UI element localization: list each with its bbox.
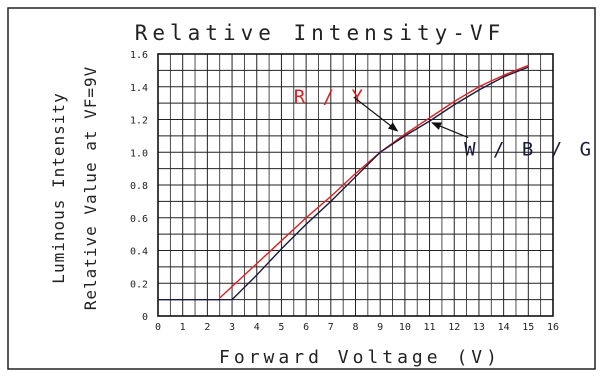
y-tick-label: 0 xyxy=(142,312,148,323)
x-tick-label: 15 xyxy=(522,322,534,333)
tick-labels: 0 1 2 3 4 5 6 7 8 9 10 11 12 13 14 15 1600.20.40.60.81.0… xyxy=(130,50,559,333)
y-tick-label: 0.2 xyxy=(130,279,148,290)
y-tick-label: 1.6 xyxy=(130,50,148,61)
y-tick-label: 1.0 xyxy=(130,148,148,159)
y-tick-label: 0.6 xyxy=(130,214,148,225)
annotation-arrow-w-b-g xyxy=(431,122,469,139)
x-tick-label: 1 xyxy=(180,322,186,333)
chart-title: Relative Intensity-VF xyxy=(135,21,506,45)
x-tick-label: 12 xyxy=(448,322,460,333)
x-tick-label: 5 xyxy=(278,322,284,333)
x-tick-label: 14 xyxy=(498,322,510,333)
series-label-w-b-g: W / B / G xyxy=(464,139,594,161)
annotation-arrow-r-y xyxy=(353,96,399,132)
x-tick-label: 2 xyxy=(204,322,210,333)
outer-border xyxy=(7,7,596,370)
x-tick-label: 6 xyxy=(303,322,309,333)
series-label-r-y: R / Y xyxy=(294,86,366,108)
x-tick-label: 7 xyxy=(328,322,334,333)
x-tick-label: 3 xyxy=(229,322,235,333)
y-tick-label: 1.4 xyxy=(130,83,148,94)
series-line-w-b-g xyxy=(231,66,529,301)
series-lines xyxy=(158,64,529,301)
x-tick-label: 10 xyxy=(399,322,411,333)
x-tick-label: 11 xyxy=(424,322,436,333)
series-line-r-y xyxy=(219,64,529,299)
y-tick-label: 0.4 xyxy=(130,247,148,258)
plot-border xyxy=(157,53,554,317)
x-tick-label: 13 xyxy=(473,322,485,333)
y-axis-title-line-2: Relative Value at VF=9V xyxy=(81,66,100,311)
annotations: R / Y W / B / G xyxy=(294,86,594,161)
x-tick-label: 4 xyxy=(254,322,260,333)
x-tick-label: 0 xyxy=(155,322,161,333)
y-tick-label: 0.8 xyxy=(130,181,148,192)
x-tick-label: 16 xyxy=(547,322,559,333)
y-axis-title-line-1: Luminous Intensity xyxy=(49,92,68,283)
grid xyxy=(157,53,554,317)
y-tick-label: 1.2 xyxy=(130,116,148,127)
x-axis-title: Forward Voltage (V) xyxy=(219,347,501,368)
x-tick-label: 9 xyxy=(377,322,383,333)
x-tick-label: 8 xyxy=(352,322,358,333)
